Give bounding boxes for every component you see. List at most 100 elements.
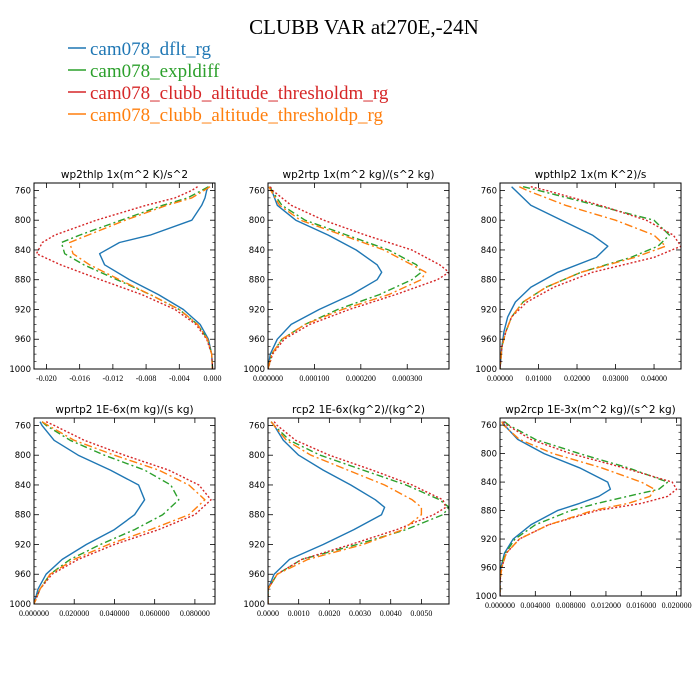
- x-tick-label: 0.01000: [526, 374, 552, 383]
- y-tick-label: 800: [15, 216, 31, 226]
- y-tick-label: 800: [481, 450, 497, 460]
- y-tick-label: 1000: [243, 600, 265, 610]
- y-tick-label: 840: [15, 246, 31, 256]
- series-line: [60, 186, 214, 369]
- x-tick-label: 0.020000: [59, 609, 89, 618]
- legend-label: cam078_expldiff: [90, 61, 220, 82]
- x-tick-label: 0.000000: [19, 609, 49, 618]
- x-tick-label: 0.004000: [520, 601, 550, 610]
- series-line: [268, 421, 447, 604]
- y-tick-label: 800: [15, 451, 31, 461]
- y-tick-label: 880: [15, 276, 31, 286]
- x-tick-label: 0.040000: [99, 609, 129, 618]
- y-tick-label: 960: [249, 335, 265, 345]
- series-line: [500, 186, 671, 369]
- x-tick-label: 0.008000: [556, 601, 586, 610]
- series-line: [268, 186, 427, 369]
- series-line: [68, 186, 214, 369]
- plot-frame: [33, 417, 216, 605]
- y-tick-label: 920: [249, 540, 265, 550]
- x-tick-label: 0.0000: [257, 609, 279, 618]
- figure-title: CLUBB VAR at270E,-24N: [249, 15, 479, 39]
- x-tick-label: -0.004: [169, 374, 190, 383]
- x-tick-label: 0.000100: [299, 374, 329, 383]
- x-tick-label: 0.000: [204, 374, 222, 383]
- series-line: [268, 186, 449, 369]
- y-tick-label: 760: [481, 186, 497, 196]
- series-group: [35, 186, 214, 369]
- series-line: [500, 186, 681, 369]
- y-tick-label: 1000: [243, 365, 265, 375]
- series-line: [268, 421, 423, 604]
- x-tick-label: -0.016: [69, 374, 90, 383]
- x-tick-label: 0.02000: [564, 374, 590, 383]
- legend-label: cam078_dflt_rg: [90, 39, 212, 60]
- x-tick-label: 0.00000: [487, 374, 513, 383]
- chart-panel: wprtp2 1E-6x(m kg)/(s kg) 760 800 840 880 920…: [9, 404, 216, 618]
- series-line: [268, 421, 386, 604]
- x-tick-label: 0.016000: [626, 601, 656, 610]
- plot-frame: [267, 182, 450, 370]
- y-tick-label: 800: [249, 451, 265, 461]
- x-tick-label: 0.03000: [603, 374, 629, 383]
- x-tick-label: -0.012: [103, 374, 124, 383]
- series-group: [268, 421, 449, 604]
- y-tick-label: 840: [249, 246, 265, 256]
- y-tick-label: 880: [15, 511, 31, 521]
- series-line: [500, 421, 612, 596]
- series-group: [34, 421, 212, 604]
- y-tick-label: 840: [481, 246, 497, 256]
- plot-frame: [33, 182, 216, 370]
- legend-entry: cam078_expldiff: [68, 61, 220, 82]
- chart-panel: wp2thlp 1x(m^2 K)/s^2 760 800 840 880 920 960 1…: [9, 169, 221, 383]
- y-tick-label: 960: [249, 570, 265, 580]
- legend-label: cam078_clubb_altitude_thresholdp_rg: [90, 105, 384, 126]
- y-tick-label: 920: [15, 305, 31, 315]
- panel-title: wp2rtp 1x(m^2 kg)/(s^2 kg): [282, 169, 434, 181]
- panel-title: wpthlp2 1x(m K^2)/s: [535, 169, 647, 181]
- y-tick-label: 1000: [9, 365, 31, 375]
- series-line: [268, 186, 383, 369]
- series-group: [500, 186, 681, 369]
- panel-title: rcp2 1E-6x(kg^2)/(kg^2): [292, 404, 425, 416]
- x-tick-label: 0.04000: [641, 374, 667, 383]
- x-tick-label: 0.000200: [346, 374, 376, 383]
- y-tick-label: 960: [15, 570, 31, 580]
- x-tick-label: 0.0030: [349, 609, 371, 618]
- y-tick-label: 760: [481, 421, 497, 431]
- x-tick-label: -0.008: [136, 374, 157, 383]
- series-group: [500, 421, 678, 596]
- series-line: [35, 186, 214, 369]
- x-tick-label: 0.060000: [140, 609, 170, 618]
- legend-entry: cam078_clubb_altitude_thresholdp_rg: [68, 105, 384, 126]
- series-group: [268, 186, 449, 369]
- x-tick-label: 0.020000: [662, 601, 692, 610]
- series-line: [500, 421, 678, 596]
- y-tick-label: 760: [249, 186, 265, 196]
- y-tick-label: 880: [249, 276, 265, 286]
- x-tick-label: 0.000300: [392, 374, 422, 383]
- panel-title: wp2rcp 1E-3x(m^2 kg)/(s^2 kg): [505, 404, 676, 416]
- y-tick-label: 760: [249, 421, 265, 431]
- x-tick-label: 0.000000: [485, 601, 515, 610]
- y-tick-label: 1000: [9, 600, 31, 610]
- y-tick-label: 800: [249, 216, 265, 226]
- x-tick-label: 0.080000: [180, 609, 210, 618]
- x-tick-label: 0.0020: [318, 609, 340, 618]
- panel-title: wprtp2 1E-6x(m kg)/(s kg): [55, 404, 193, 416]
- x-tick-label: 0.0010: [288, 609, 310, 618]
- y-tick-label: 840: [481, 478, 497, 488]
- legend-entry: cam078_clubb_altitude_thresholdm_rg: [68, 83, 389, 104]
- y-tick-label: 960: [15, 335, 31, 345]
- y-tick-label: 920: [15, 540, 31, 550]
- y-tick-label: 1000: [475, 592, 497, 602]
- y-tick-label: 760: [15, 186, 31, 196]
- plot-frame: [499, 417, 682, 597]
- panel-grid: wp2thlp 1x(m^2 K)/s^2 760 800 840 880 920 960 1…: [9, 169, 691, 618]
- series-line: [500, 186, 609, 369]
- y-tick-label: 1000: [475, 365, 497, 375]
- y-tick-label: 960: [481, 335, 497, 345]
- legend-entry: cam078_dflt_rg: [68, 39, 212, 60]
- series-line: [98, 186, 214, 369]
- y-tick-label: 920: [481, 305, 497, 315]
